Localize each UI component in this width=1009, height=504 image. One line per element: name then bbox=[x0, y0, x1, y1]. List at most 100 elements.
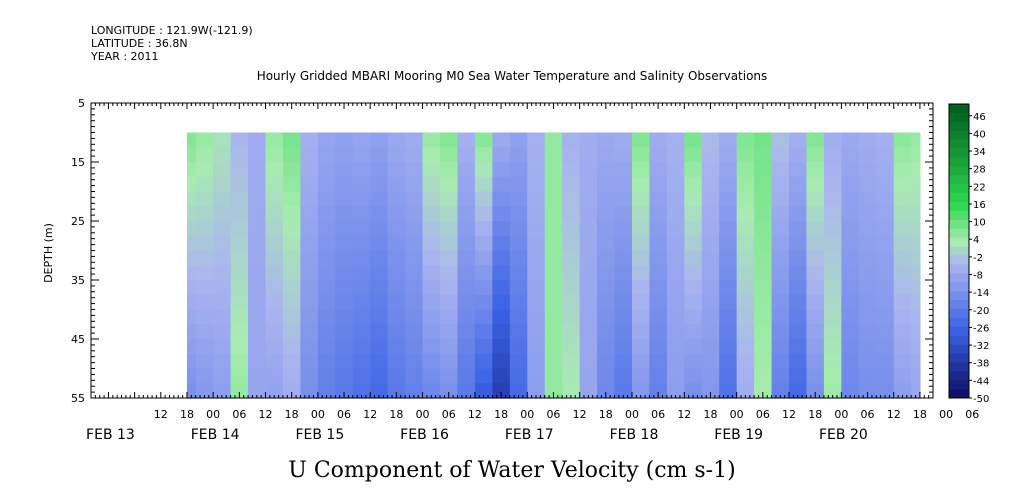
x-tick-label: 06 bbox=[965, 408, 979, 421]
colorbar-segment bbox=[949, 362, 969, 372]
heatmap-cell bbox=[387, 339, 406, 355]
heatmap-cell bbox=[666, 176, 685, 193]
heatmap-cell bbox=[806, 206, 825, 222]
heatmap-cell bbox=[614, 176, 633, 193]
heatmap-cell bbox=[876, 383, 895, 399]
heatmap-cell bbox=[858, 221, 877, 237]
date-label: FEB 20 bbox=[819, 427, 868, 443]
colorbar-label: 40 bbox=[973, 129, 986, 140]
x-tick-label: 18 bbox=[808, 408, 822, 421]
heatmap-cell bbox=[806, 339, 825, 355]
colorbar-label: -50 bbox=[973, 394, 989, 405]
heatmap-cell bbox=[789, 132, 808, 148]
heatmap-cell bbox=[614, 353, 633, 370]
heatmap-cell bbox=[666, 250, 685, 266]
heatmap-cell bbox=[422, 368, 441, 384]
heatmap-cell bbox=[230, 265, 249, 281]
heatmap-cell bbox=[335, 368, 354, 384]
heatmap-cell bbox=[186, 353, 197, 370]
heatmap-cell bbox=[370, 235, 389, 252]
heatmap-cell bbox=[248, 324, 267, 340]
heatmap-cell bbox=[719, 324, 738, 340]
heatmap-cell bbox=[370, 132, 389, 148]
heatmap-cell bbox=[684, 132, 703, 148]
heatmap-cell bbox=[186, 294, 197, 311]
heatmap-cell bbox=[195, 191, 214, 207]
heatmap-cell bbox=[579, 265, 598, 281]
heatmap-cell bbox=[317, 132, 336, 148]
heatmap-cell bbox=[597, 250, 616, 266]
heatmap-cell bbox=[317, 353, 336, 370]
heatmap-cell bbox=[422, 235, 441, 252]
colorbar-segment bbox=[949, 317, 969, 328]
heatmap-cell bbox=[457, 235, 476, 252]
heatmap-cell bbox=[335, 309, 354, 325]
heatmap-cell bbox=[876, 162, 895, 178]
heatmap-cell bbox=[719, 147, 738, 163]
heatmap-cell bbox=[719, 221, 738, 237]
x-axis-label: U Component of Water Velocity (cm s-1) bbox=[288, 458, 735, 483]
heatmap-cell bbox=[649, 368, 668, 384]
heatmap-cell bbox=[597, 280, 616, 296]
heatmap-cell bbox=[701, 147, 720, 163]
heatmap-cell bbox=[544, 191, 563, 207]
heatmap-cell bbox=[701, 206, 720, 222]
heatmap-cell bbox=[562, 221, 581, 237]
heatmap-cell bbox=[195, 294, 214, 311]
heatmap-cell bbox=[527, 265, 546, 281]
heatmap-cell bbox=[841, 294, 860, 311]
header-latitude: LATITUDE : 36.8N bbox=[91, 37, 188, 50]
heatmap-cell bbox=[597, 353, 616, 370]
heatmap-cell bbox=[248, 294, 267, 311]
heatmap-cell bbox=[876, 206, 895, 222]
heatmap-cell bbox=[265, 324, 284, 340]
heatmap-cell bbox=[893, 162, 912, 178]
heatmap-cell bbox=[265, 206, 284, 222]
heatmap-cell bbox=[422, 265, 441, 281]
heatmap-cell bbox=[736, 309, 755, 325]
y-tick-label: 25 bbox=[71, 215, 85, 228]
colorbar-label: -38 bbox=[973, 359, 989, 370]
heatmap-cell bbox=[806, 368, 825, 384]
heatmap-cell bbox=[684, 309, 703, 325]
heatmap-cell bbox=[649, 176, 668, 193]
heatmap-cell bbox=[614, 221, 633, 237]
heatmap-cell bbox=[370, 309, 389, 325]
heatmap-cell bbox=[631, 368, 651, 384]
heatmap-cell bbox=[405, 324, 424, 340]
heatmap-cell bbox=[771, 353, 790, 370]
heatmap-cell bbox=[387, 235, 406, 252]
heatmap-cell bbox=[754, 294, 773, 311]
heatmap-cell bbox=[771, 280, 790, 296]
heatmap-cell bbox=[719, 353, 738, 370]
heatmap-cell bbox=[440, 162, 459, 178]
heatmap-cell bbox=[509, 221, 528, 237]
heatmap-cell bbox=[858, 176, 877, 193]
heatmap-cell bbox=[457, 265, 476, 281]
heatmap-cell bbox=[754, 162, 773, 178]
heatmap-cell bbox=[527, 176, 546, 193]
heatmap-cell bbox=[649, 324, 668, 340]
heatmap-cell bbox=[492, 132, 511, 148]
heatmap-cell bbox=[527, 368, 546, 384]
colorbar-segment bbox=[949, 282, 969, 292]
heatmap-cell bbox=[719, 383, 738, 399]
heatmap-cell bbox=[701, 280, 720, 296]
heatmap-cell bbox=[893, 368, 912, 384]
heatmap-cell bbox=[474, 265, 493, 281]
heatmap-cell bbox=[823, 294, 842, 311]
heatmap-cell bbox=[474, 147, 493, 163]
heatmap-cell bbox=[300, 265, 319, 281]
heatmap-cell bbox=[317, 162, 336, 178]
heatmap-cell bbox=[300, 250, 319, 266]
heatmap-cell bbox=[186, 176, 197, 193]
heatmap-cell bbox=[230, 206, 249, 222]
heatmap-cell bbox=[265, 176, 284, 193]
heatmap-cell bbox=[649, 353, 668, 370]
heatmap-cell bbox=[405, 132, 424, 148]
heatmap-cell bbox=[701, 265, 720, 281]
heatmap-cell bbox=[701, 294, 720, 311]
heatmap-cell bbox=[806, 309, 825, 325]
heatmap-cell bbox=[911, 353, 921, 370]
header-longitude: LONGITUDE : 121.9W(-121.9) bbox=[91, 24, 253, 37]
